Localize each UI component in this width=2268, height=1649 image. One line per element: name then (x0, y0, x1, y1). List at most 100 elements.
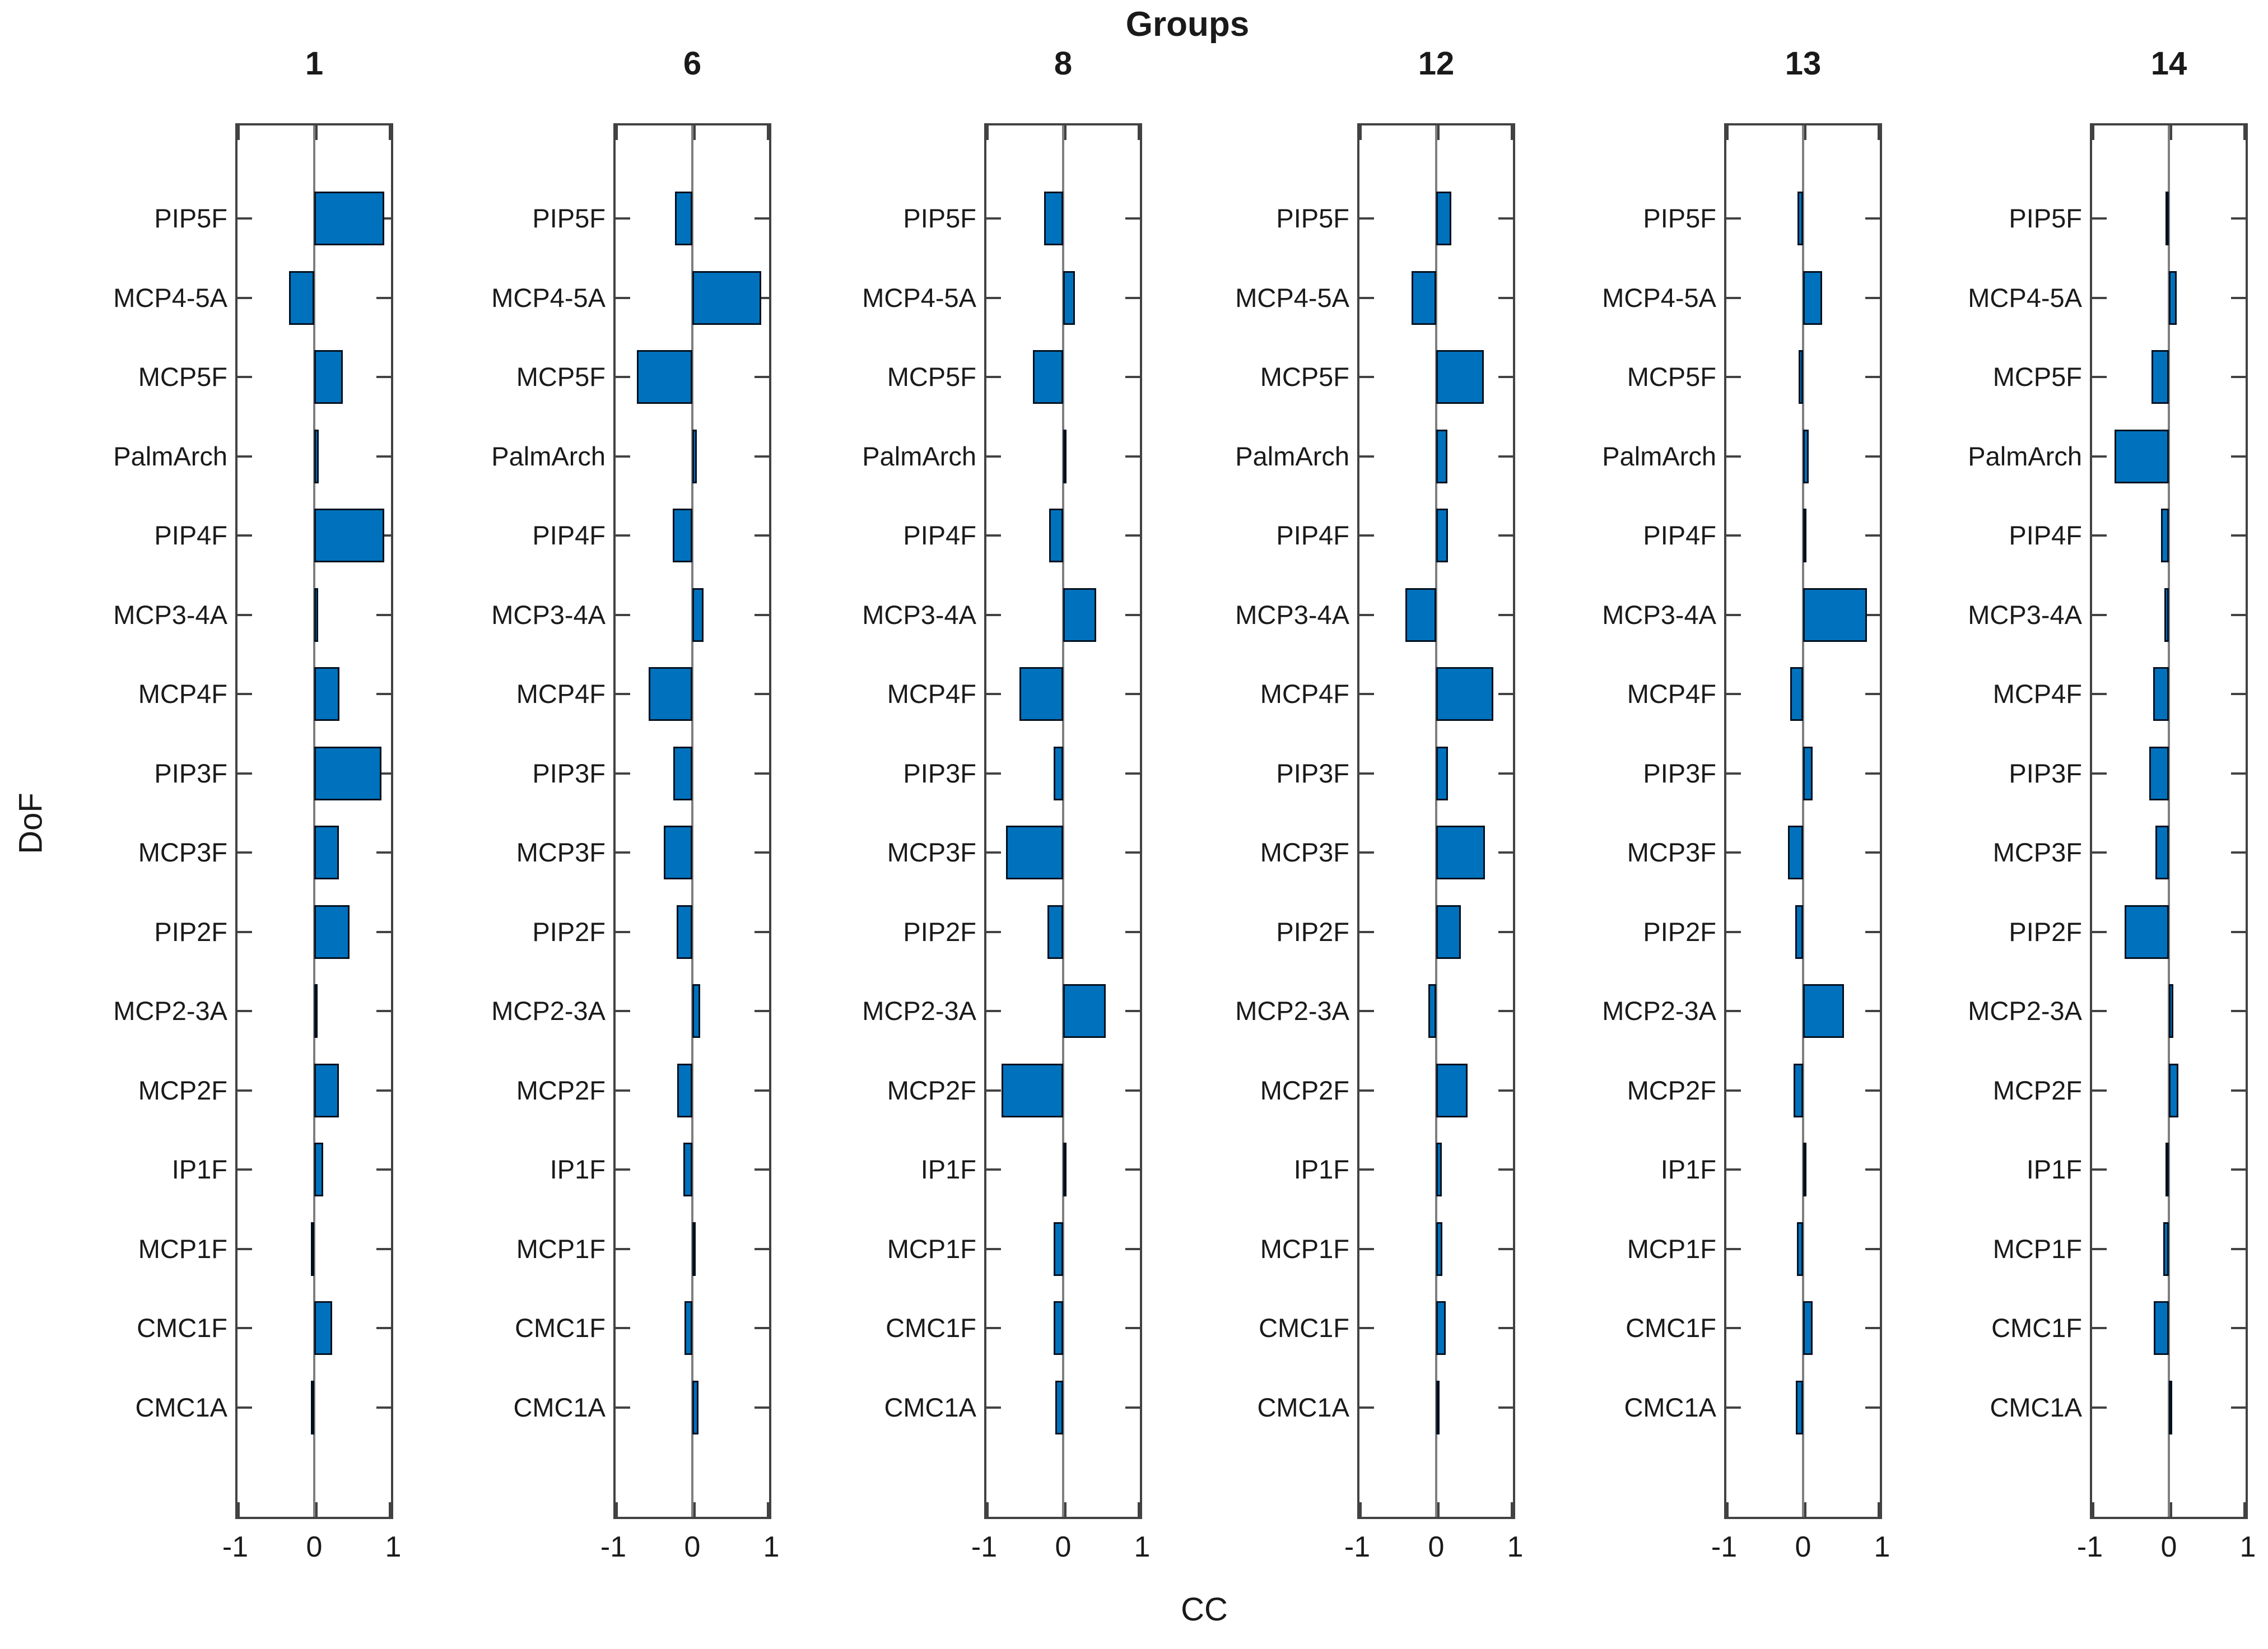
y-tick-mark-right (2231, 1089, 2246, 1092)
bar-MCP5F (2151, 350, 2169, 404)
y-tick-mark-left (616, 693, 630, 695)
bar-MCP3F (1006, 826, 1063, 879)
category-label: MCP1F (1260, 1233, 1349, 1264)
x-tick-mark-bottom (2092, 1502, 2094, 1517)
category-label: PIP2F (1276, 916, 1349, 947)
bar-MCP2-3A (1063, 984, 1106, 1038)
y-tick-mark-left (1726, 534, 1741, 537)
y-tick-mark-right (376, 1247, 391, 1250)
y-tick-mark-left (2092, 534, 2107, 537)
y-tick-mark-left (1726, 1010, 1741, 1012)
category-label: PIP5F (2009, 203, 2082, 233)
x-tick-mark-bottom (693, 1502, 696, 1517)
zero-gridline (1802, 125, 1804, 1517)
zero-gridline (313, 125, 315, 1517)
y-tick-mark-left (986, 455, 1001, 458)
y-tick-mark-left (237, 613, 252, 616)
y-tick-mark-right (755, 613, 769, 616)
zero-gridline (691, 125, 693, 1517)
x-tick-label: 0 (306, 1531, 323, 1563)
y-tick-mark-right (1865, 772, 1880, 775)
y-tick-mark-right (1125, 296, 1140, 299)
axes-box (984, 123, 1142, 1519)
category-label: MCP3F (138, 837, 227, 867)
bar-CMC1F (1803, 1301, 1813, 1355)
y-tick-mark-left (616, 1247, 630, 1250)
category-label: MCP5F (138, 362, 227, 392)
x-tick-mark-bottom (315, 1502, 318, 1517)
category-label: PIP3F (2009, 758, 2082, 788)
bar-MCP3-4A (1063, 588, 1097, 642)
y-tick-mark-right (1498, 613, 1513, 616)
x-tick-mark-bottom (986, 1502, 989, 1517)
x-tick-mark-top (693, 125, 696, 140)
y-tick-mark-left (1359, 693, 1374, 695)
y-tick-mark-right (1125, 217, 1140, 220)
category-label: MCP1F (138, 1233, 227, 1264)
category-label: CMC1F (137, 1313, 227, 1343)
x-tick-mark-top (2243, 125, 2246, 140)
y-tick-mark-right (376, 1010, 391, 1012)
bar-CMC1A (1796, 1380, 1803, 1434)
bar-PalmArch (2114, 429, 2169, 483)
category-label: CMC1F (1259, 1313, 1349, 1343)
y-tick-mark-right (1125, 1406, 1140, 1409)
y-tick-mark-right (755, 1247, 769, 1250)
subplot-group-13: 13 PIP5F MCP4-5A MCP5F PalmArch PIP4F MCP3-4A M… (1522, 45, 1890, 1631)
y-tick-mark-right (376, 376, 391, 378)
bar-MCP4-5A (1803, 271, 1822, 325)
y-tick-mark-left (986, 376, 1001, 378)
x-tick-label: 0 (1055, 1531, 1072, 1563)
y-tick-mark-right (2231, 1010, 2246, 1012)
y-tick-mark-right (1125, 1168, 1140, 1171)
y-tick-mark-right (2231, 376, 2246, 378)
y-tick-mark-left (616, 534, 630, 537)
category-label: CMC1A (135, 1392, 227, 1422)
y-tick-mark-right (1865, 1168, 1880, 1171)
category-label: MCP5F (887, 362, 976, 392)
y-tick-mark-right (1125, 1327, 1140, 1329)
bar-MCP2F (677, 1063, 692, 1117)
category-label: MCP4F (1627, 679, 1716, 709)
y-tick-mark-left (237, 693, 252, 695)
y-tick-mark-left (986, 1327, 1001, 1329)
x-tick-mark-bottom (1804, 1502, 1806, 1517)
bar-MCP2F (1002, 1063, 1063, 1117)
y-tick-mark-left (986, 1406, 1001, 1409)
bar-MCP1F (2163, 1222, 2169, 1276)
y-tick-mark-left (1726, 772, 1741, 775)
zero-gridline (1062, 125, 1064, 1517)
bar-IP1F (1436, 1143, 1442, 1196)
bar-MCP2F (1436, 1063, 1468, 1117)
y-tick-mark-right (1125, 772, 1140, 775)
bar-PIP2F (314, 905, 350, 959)
y-tick-mark-left (616, 376, 630, 378)
y-tick-mark-left (986, 1089, 1001, 1092)
x-tick-mark-top (389, 125, 391, 140)
category-label: MCP4F (138, 679, 227, 709)
category-label: CMC1F (886, 1313, 976, 1343)
x-tick-label: 1 (385, 1531, 402, 1563)
x-tick-mark-top (1064, 125, 1067, 140)
category-label: MCP4-5A (1235, 282, 1349, 313)
bar-PIP4F (314, 509, 385, 562)
x-tick-label: -1 (222, 1531, 249, 1563)
bar-MCP2-3A (1428, 984, 1436, 1038)
category-label: MCP2-3A (1235, 996, 1349, 1026)
y-tick-mark-right (2231, 1406, 2246, 1409)
y-tick-mark-left (1359, 1247, 1374, 1250)
y-tick-mark-right (755, 851, 769, 854)
x-tick-label: 0 (1795, 1531, 1811, 1563)
x-tick-label: 0 (2160, 1531, 2177, 1563)
category-label: IP1F (920, 1154, 976, 1184)
y-tick-mark-left (986, 930, 1001, 933)
bar-CMC1A (311, 1380, 314, 1434)
category-label: MCP3-4A (862, 599, 976, 630)
bar-MCP3F (1436, 826, 1485, 879)
y-tick-mark-right (1498, 693, 1513, 695)
x-tick-label: 1 (763, 1531, 780, 1563)
category-label: CMC1F (1991, 1313, 2082, 1343)
bar-MCP4-5A (288, 271, 314, 325)
y-tick-mark-left (616, 1168, 630, 1171)
bar-IP1F (1803, 1143, 1806, 1196)
